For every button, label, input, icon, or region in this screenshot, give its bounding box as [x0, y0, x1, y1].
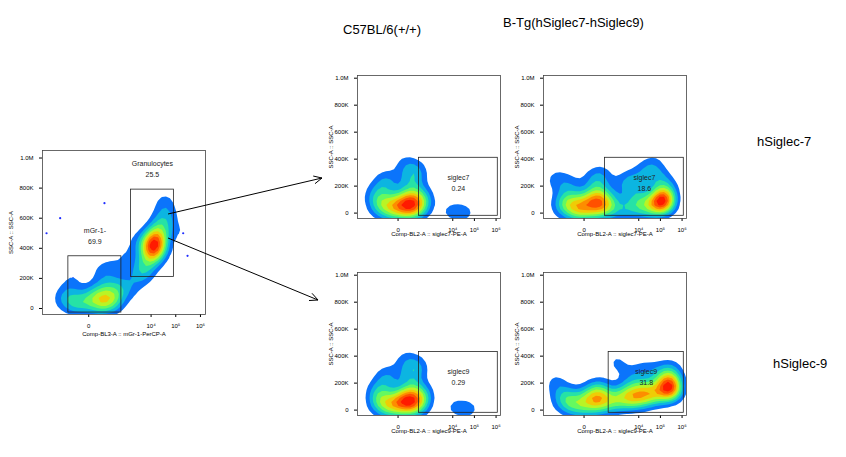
- svg-text:Granulocytes: Granulocytes: [132, 160, 174, 168]
- svg-text:1.0M: 1.0M: [521, 75, 534, 81]
- svg-text:Comp-BL2-A :: siglec9-PE-A: Comp-BL2-A :: siglec9-PE-A: [577, 428, 653, 434]
- svg-text:200K: 200K: [334, 380, 348, 386]
- svg-text:200K: 200K: [19, 275, 33, 281]
- svg-text:31.8: 31.8: [639, 379, 653, 386]
- svg-text:200K: 200K: [520, 183, 534, 189]
- html-text:hSiglec-9: hSiglec-9: [773, 356, 828, 371]
- svg-text:18.6: 18.6: [638, 185, 652, 192]
- svg-text:400K: 400K: [520, 353, 534, 359]
- html-text:C57BL/6(+/+): C57BL/6(+/+): [343, 22, 421, 37]
- svg-text:400K: 400K: [334, 353, 348, 359]
- svg-text:600K: 600K: [19, 215, 33, 221]
- svg-text:SSC-A :: SSC-A: SSC-A :: SSC-A: [8, 211, 14, 254]
- svg-text:800K: 800K: [520, 102, 534, 108]
- svg-text:0: 0: [531, 407, 535, 413]
- svg-text:0: 0: [30, 305, 34, 311]
- svg-text:10⁵: 10⁵: [656, 227, 666, 233]
- html-text:B-Tg(hSiglec7-hSiglec9): B-Tg(hSiglec7-hSiglec9): [503, 15, 644, 30]
- svg-text:25.5: 25.5: [146, 171, 160, 178]
- svg-text:Comp-BL2-A :: siglec7-PE-A: Comp-BL2-A :: siglec7-PE-A: [577, 231, 653, 237]
- svg-text:SSC-A :: SSC-A: SSC-A :: SSC-A: [328, 322, 334, 365]
- svg-text:siglec7: siglec7: [634, 174, 656, 182]
- svg-text:10⁶: 10⁶: [491, 424, 501, 430]
- svg-text:10⁵: 10⁵: [656, 424, 666, 430]
- svg-text:200K: 200K: [520, 380, 534, 386]
- svg-text:10⁵: 10⁵: [470, 227, 480, 233]
- svg-text:10⁶: 10⁶: [677, 227, 687, 233]
- svg-text:600K: 600K: [334, 129, 348, 135]
- svg-text:69.9: 69.9: [88, 238, 102, 245]
- svg-text:800K: 800K: [520, 299, 534, 305]
- svg-text:600K: 600K: [520, 326, 534, 332]
- svg-text:Comp-BL2-A :: siglec7-PE-A: Comp-BL2-A :: siglec7-PE-A: [391, 231, 467, 237]
- svg-text:400K: 400K: [520, 156, 534, 162]
- svg-text:10⁵: 10⁵: [470, 424, 480, 430]
- svg-text:siglec9: siglec9: [635, 368, 657, 376]
- svg-text:0: 0: [87, 323, 91, 329]
- svg-text:10⁶: 10⁶: [677, 424, 687, 430]
- svg-text:Comp-BL3-A :: mGr-1-PerCP-A: Comp-BL3-A :: mGr-1-PerCP-A: [82, 331, 166, 337]
- svg-text:400K: 400K: [334, 156, 348, 162]
- svg-text:1.0M: 1.0M: [20, 155, 33, 161]
- svg-text:10⁵: 10⁵: [171, 323, 181, 329]
- svg-text:SSC-A :: SSC-A: SSC-A :: SSC-A: [328, 125, 334, 168]
- svg-text:800K: 800K: [19, 185, 33, 191]
- svg-text:0: 0: [345, 210, 349, 216]
- svg-text:mGr-1-: mGr-1-: [84, 227, 107, 234]
- svg-text:1.0M: 1.0M: [335, 75, 348, 81]
- svg-text:0: 0: [345, 407, 349, 413]
- svg-text:10⁶: 10⁶: [196, 323, 206, 329]
- svg-text:siglec9: siglec9: [448, 368, 470, 376]
- svg-text:600K: 600K: [520, 129, 534, 135]
- svg-text:1.0M: 1.0M: [335, 272, 348, 278]
- svg-text:10⁶: 10⁶: [491, 227, 501, 233]
- svg-text:0: 0: [531, 210, 535, 216]
- svg-text:10⁴: 10⁴: [146, 323, 156, 329]
- html-text:hSiglec-7: hSiglec-7: [757, 134, 812, 149]
- svg-text:400K: 400K: [19, 245, 33, 251]
- svg-text:Comp-BL2-A :: siglec9-PE-A: Comp-BL2-A :: siglec9-PE-A: [391, 428, 467, 434]
- svg-text:200K: 200K: [334, 183, 348, 189]
- svg-text:SSC-A :: SSC-A: SSC-A :: SSC-A: [514, 322, 520, 365]
- svg-text:800K: 800K: [334, 102, 348, 108]
- svg-text:600K: 600K: [334, 326, 348, 332]
- svg-text:1.0M: 1.0M: [521, 272, 534, 278]
- svg-text:siglec7: siglec7: [448, 174, 470, 182]
- svg-text:SSC-A :: SSC-A: SSC-A :: SSC-A: [514, 125, 520, 168]
- svg-text:0.24: 0.24: [452, 185, 466, 192]
- svg-text:0.29: 0.29: [452, 379, 466, 386]
- svg-text:800K: 800K: [334, 299, 348, 305]
